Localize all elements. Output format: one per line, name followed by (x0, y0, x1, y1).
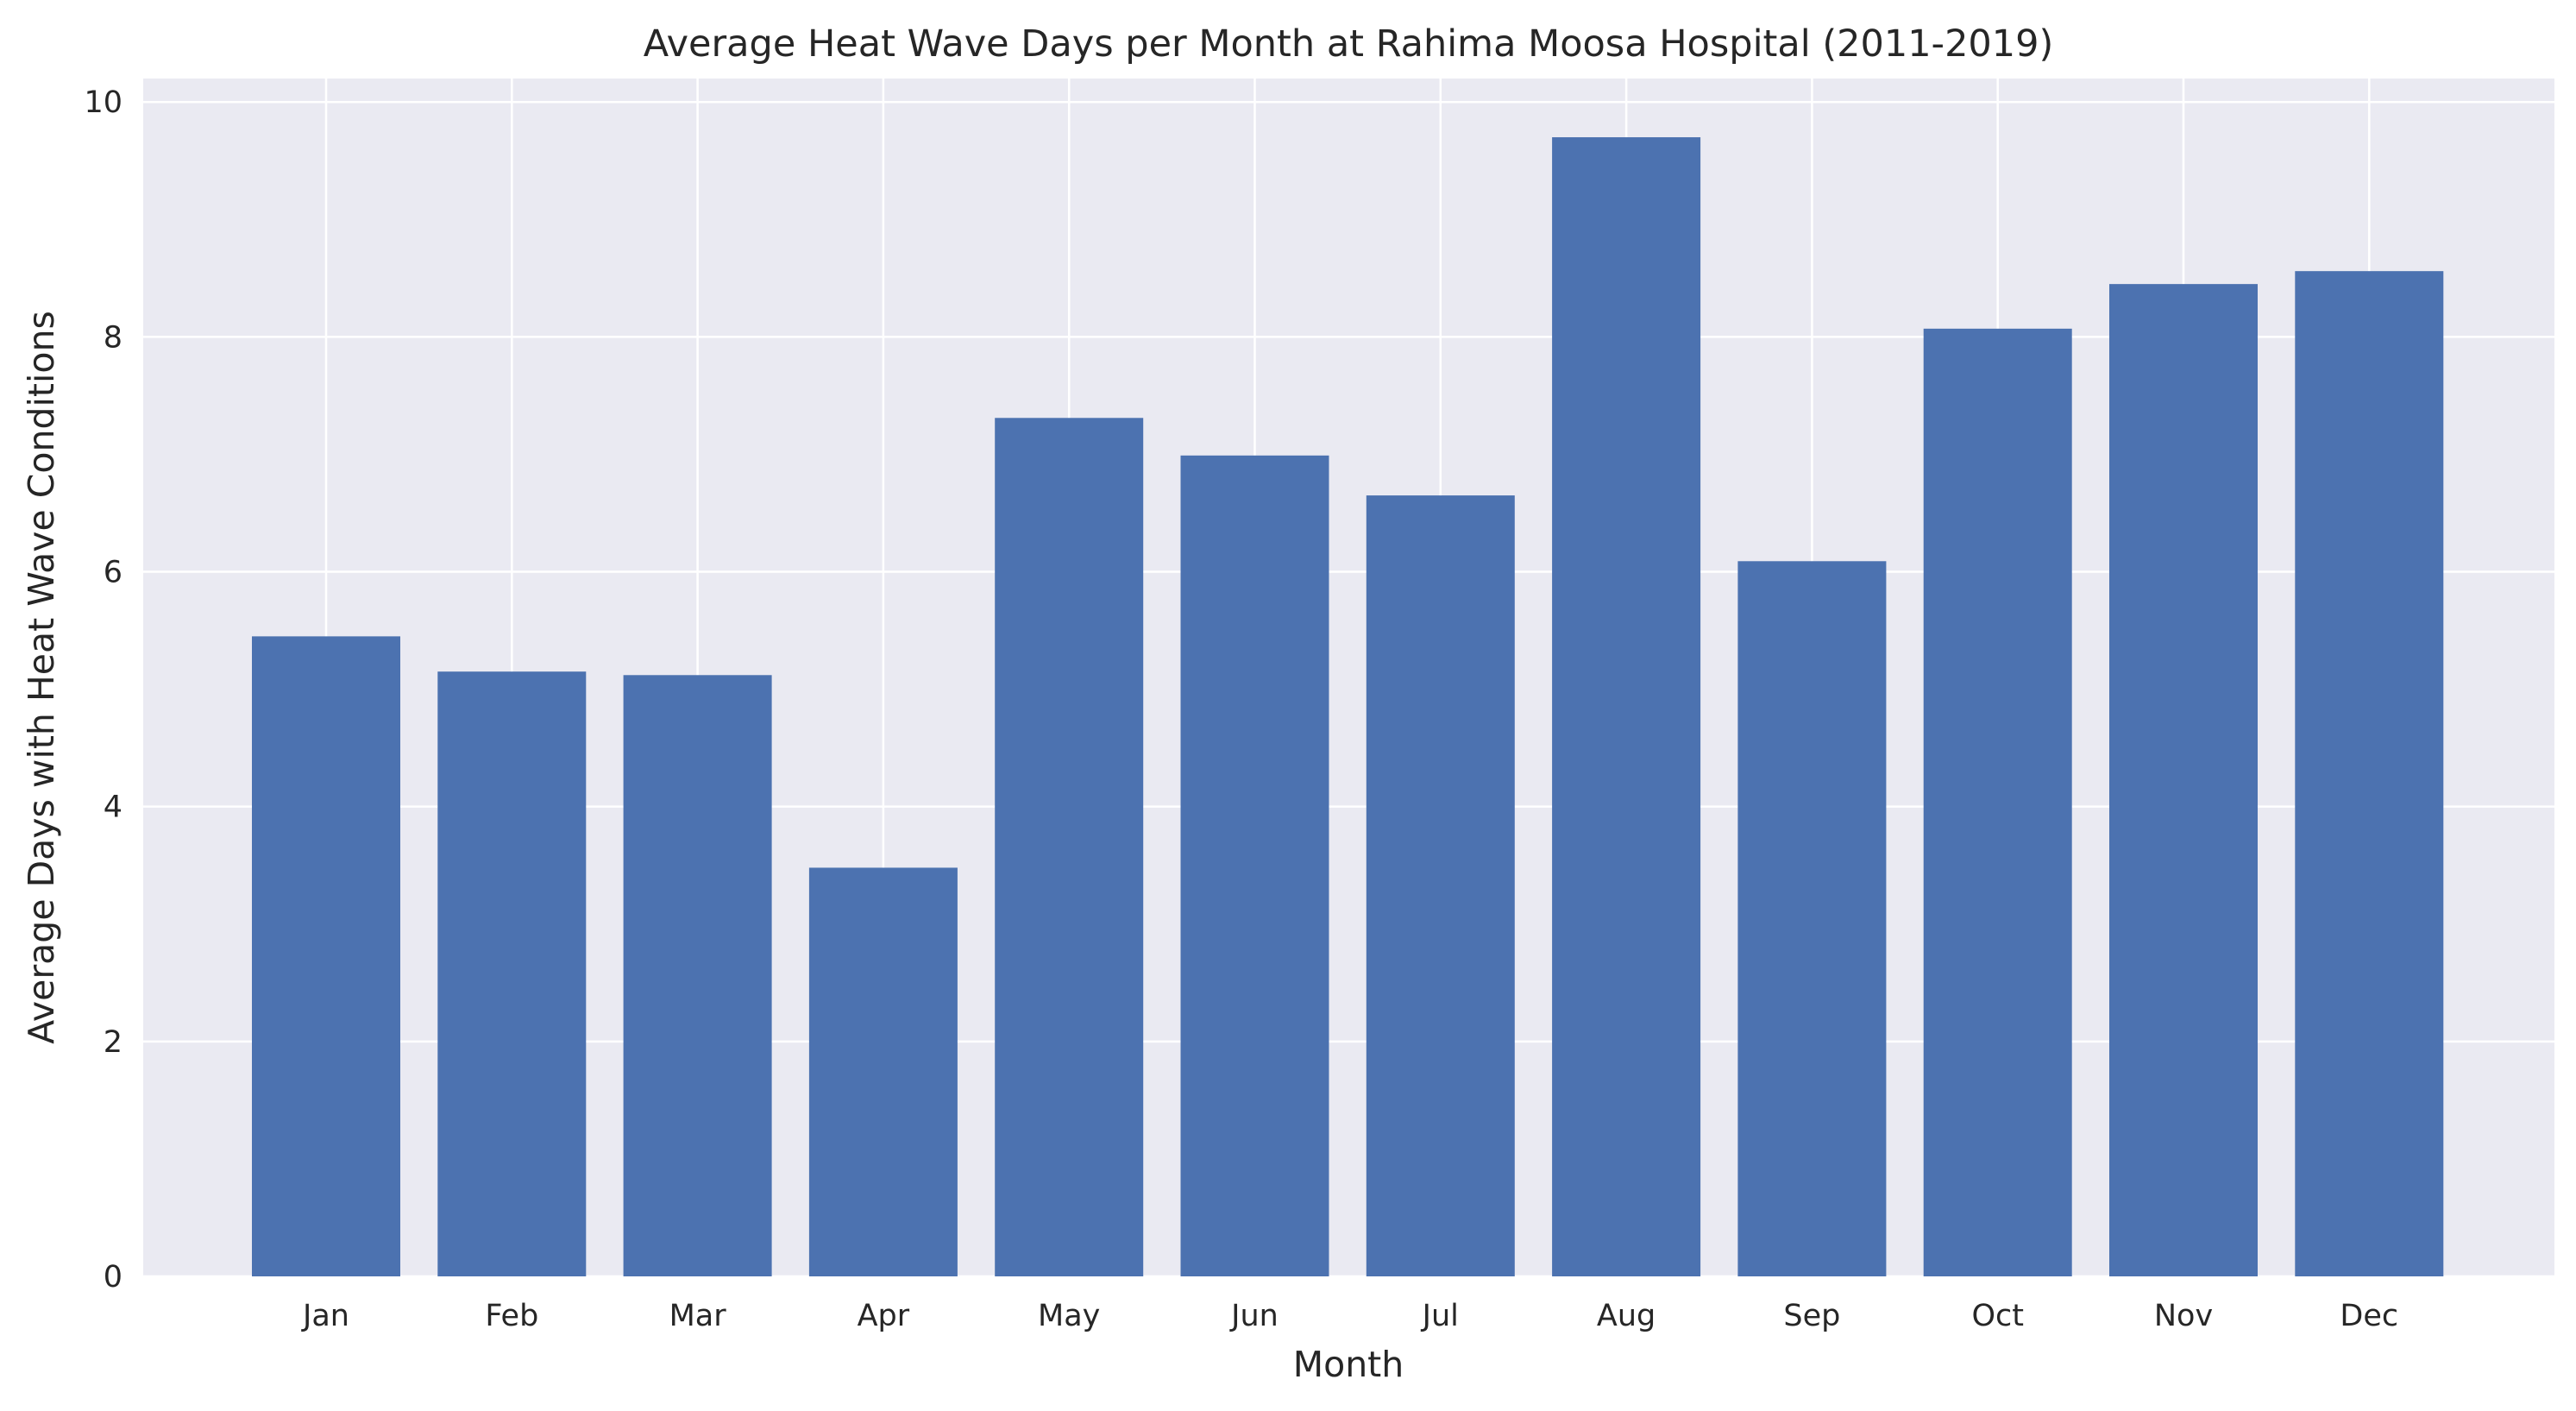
y-tick-label: 2 (104, 1025, 123, 1060)
bar-feb (437, 671, 586, 1276)
x-tick-label: Oct (1971, 1299, 2024, 1333)
x-tick-label: Feb (485, 1299, 538, 1333)
bar-oct (1924, 329, 2072, 1276)
x-tick-label: May (1038, 1299, 1100, 1333)
y-axis-label: Average Days with Heat Wave Conditions (21, 311, 62, 1044)
bar-jun (1181, 456, 1329, 1276)
bar-nov (2109, 284, 2258, 1276)
x-tick-label: Nov (2154, 1299, 2213, 1333)
bar-jul (1367, 495, 1515, 1276)
y-tick-label: 8 (104, 320, 123, 355)
y-tick-label: 4 (104, 791, 123, 825)
chart-title: Average Heat Wave Days per Month at Rahi… (644, 22, 2054, 66)
x-tick-labels: Jan Feb Mar Apr May Jun Jul Aug Sep Oct Nov Dec (301, 1299, 2398, 1333)
x-tick-label: Mar (669, 1299, 727, 1333)
bar-aug (1552, 137, 1700, 1276)
x-tick-label: Jun (1229, 1299, 1279, 1333)
x-tick-label: Apr (858, 1299, 910, 1333)
y-tick-labels: 0 2 4 6 8 10 (84, 85, 123, 1294)
x-axis-label: Month (1293, 1344, 1404, 1385)
bar-may (995, 418, 1143, 1276)
y-tick-label: 6 (104, 556, 123, 590)
bar-dec (2295, 271, 2443, 1276)
x-tick-label: Sep (1783, 1299, 1840, 1333)
x-tick-label: Dec (2340, 1299, 2398, 1333)
bar-mar (624, 675, 772, 1276)
bar-jan (252, 636, 400, 1276)
x-tick-label: Jan (301, 1299, 349, 1333)
x-tick-label: Aug (1597, 1299, 1656, 1333)
bar-apr (809, 867, 958, 1276)
y-tick-label: 10 (84, 85, 123, 120)
bar-sep (1737, 561, 1886, 1276)
x-tick-label: Jul (1421, 1299, 1459, 1333)
y-tick-label: 0 (104, 1260, 123, 1294)
